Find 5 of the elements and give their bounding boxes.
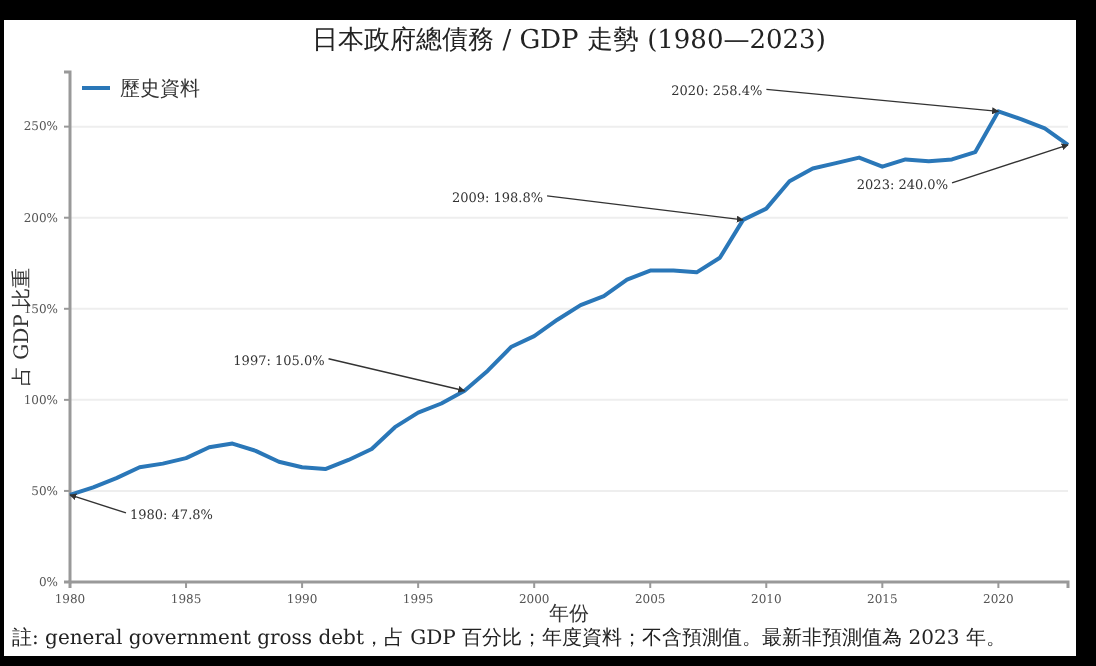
- chart-title: 日本政府總債務 / GDP 走勢 (1980—2023): [312, 24, 826, 56]
- line-series: [68, 109, 1070, 497]
- x-axis-title: 年份: [549, 602, 589, 626]
- legend-label: 歷史資料: [120, 77, 200, 101]
- text: 註: general government gross debt，占 GDP 百分比；年度資料；不含預測值。最新非預測值為 2023 年。: [12, 626, 1006, 650]
